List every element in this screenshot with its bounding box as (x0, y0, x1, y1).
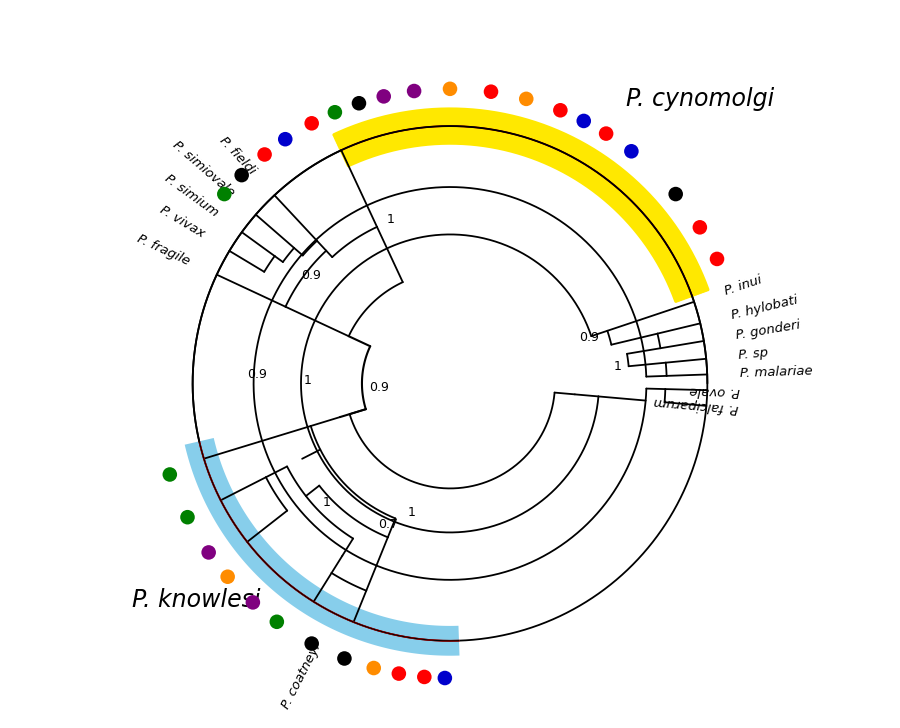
Text: P. hylobati: P. hylobati (730, 293, 799, 322)
Point (598, 128, 613, 140)
Text: P. simium: P. simium (162, 172, 220, 220)
Text: P. coatneyi: P. coatneyi (279, 641, 323, 711)
Text: 0.7: 0.7 (378, 518, 399, 531)
Text: 1: 1 (303, 374, 311, 387)
Text: P. ovale: P. ovale (689, 383, 740, 397)
Point (180, 511, 194, 523)
Text: P. vivax: P. vivax (158, 204, 207, 241)
Text: 0.9: 0.9 (579, 331, 599, 344)
Point (484, 86, 499, 98)
Text: 0.9: 0.9 (302, 269, 321, 282)
Text: P. fieldi: P. fieldi (217, 135, 258, 178)
Point (278, 133, 293, 145)
Text: P. malariae: P. malariae (740, 364, 813, 380)
Point (625, 146, 639, 157)
Text: P. knowlesi: P. knowlesi (131, 588, 260, 612)
Point (163, 469, 177, 480)
Text: 1: 1 (408, 506, 416, 519)
Point (407, 85, 421, 97)
Point (352, 98, 366, 109)
Text: P. inui: P. inui (723, 273, 763, 298)
Text: P. gonderi: P. gonderi (734, 318, 801, 342)
Point (220, 571, 235, 582)
Text: 0.9: 0.9 (248, 368, 267, 381)
Point (202, 547, 216, 558)
Point (710, 253, 724, 265)
Point (417, 671, 431, 683)
Polygon shape (184, 438, 460, 656)
Point (328, 106, 342, 118)
Point (235, 170, 249, 181)
Point (437, 672, 452, 684)
Point (304, 638, 319, 649)
Point (519, 93, 534, 105)
Text: P. simiovale: P. simiovale (170, 139, 237, 199)
Text: P. falciparum: P. falciparum (653, 395, 739, 415)
Text: 1: 1 (614, 360, 622, 373)
Point (376, 90, 391, 102)
Text: 1: 1 (387, 213, 394, 226)
Text: P. cynomolgi: P. cynomolgi (626, 87, 774, 111)
Point (554, 104, 568, 116)
Text: P. sp: P. sp (738, 347, 769, 362)
Point (304, 117, 319, 129)
Polygon shape (335, 111, 706, 301)
Point (577, 115, 591, 127)
Point (443, 83, 457, 95)
Text: 0.9: 0.9 (369, 381, 389, 394)
Point (392, 668, 406, 679)
Point (693, 221, 707, 233)
Point (217, 189, 231, 200)
Text: P. fragile: P. fragile (135, 232, 192, 268)
Point (669, 189, 683, 200)
Point (366, 662, 381, 674)
Text: 1: 1 (322, 496, 330, 509)
Point (246, 596, 260, 608)
Point (257, 149, 272, 160)
Point (270, 616, 284, 628)
Point (338, 653, 352, 665)
